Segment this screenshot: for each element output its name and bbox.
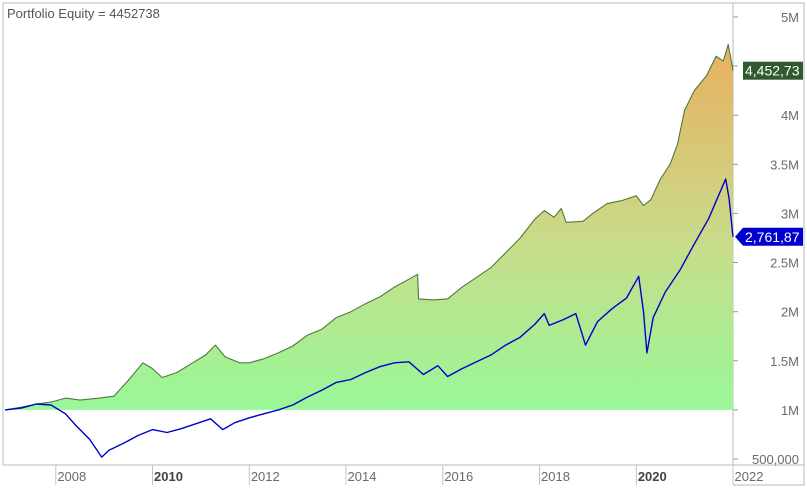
last-value-labels: 4,452,73 2,761,87 xyxy=(735,61,803,246)
x-tick-label: 2020 xyxy=(638,469,667,484)
y-tick-label: 2.5M xyxy=(770,256,799,271)
portfolio-equity-area xyxy=(5,44,733,410)
benchmark-last-value-text: 2,761,87 xyxy=(745,229,800,245)
portfolio-last-value-badge xyxy=(743,61,803,80)
portfolio-line xyxy=(4,43,734,411)
y-tick-label: 2M xyxy=(781,305,799,320)
x-tick-label: 2012 xyxy=(251,469,280,484)
x-tick-label: 2022 xyxy=(735,469,764,484)
x-tick-label: 2016 xyxy=(444,469,473,484)
benchmark-last-value-badge xyxy=(735,227,803,246)
x-tick-label: 2018 xyxy=(541,469,570,484)
y-tick-label: 5M xyxy=(781,10,799,25)
y-tick-label: 1M xyxy=(781,403,799,418)
equity-area-layer xyxy=(5,44,733,410)
y-tick-label: 500,000 xyxy=(752,452,799,467)
x-tick-label: 2014 xyxy=(348,469,377,484)
series-lines-layer xyxy=(4,43,734,458)
y-tick-label: 1.5M xyxy=(770,354,799,369)
chart-title: Portfolio Equity = 4452738 xyxy=(7,6,160,21)
x-tick-label: 2008 xyxy=(57,469,86,484)
x-tick-label: 2010 xyxy=(154,469,183,484)
x-axis-ticks: 2008 2010 2012 2014 2016 2018 2020 2022 xyxy=(55,465,764,485)
portfolio-last-value-text: 4,452,73 xyxy=(745,63,800,79)
y-tick-label: 4M xyxy=(781,108,799,123)
benchmark-line xyxy=(4,178,734,458)
y-tick-label: 3.5M xyxy=(770,157,799,172)
y-tick-label: 3M xyxy=(781,206,799,221)
